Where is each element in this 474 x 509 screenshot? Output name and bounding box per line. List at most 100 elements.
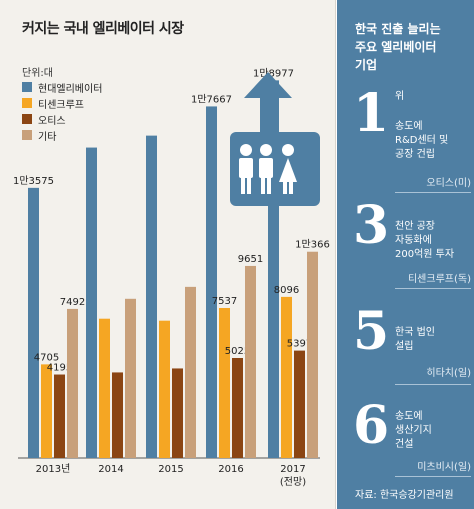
x-tick-label: 2015 (158, 464, 183, 475)
data-label: 5397 (287, 339, 312, 350)
bar-티센크루프 (159, 320, 170, 458)
legend-label: 오티스 (38, 115, 66, 127)
data-label: 1만8977 (253, 67, 294, 79)
bar-오티스 (112, 372, 123, 458)
data-label: 1만7667 (191, 93, 232, 105)
rank-line-text: 생산기지 (395, 425, 432, 436)
rank-description: 천안 공장 자동화에 200억원 투자 (395, 220, 454, 262)
rank-line-text: 천안 공장 (395, 221, 435, 232)
rank-line-text: 한국 법인 (395, 327, 435, 338)
bar-기타 (245, 265, 256, 458)
person-leg-icon (267, 178, 271, 194)
panel-title-line: 주요 엘리베이터 (355, 40, 437, 54)
rank-number: 5 (353, 301, 390, 362)
person-head-icon (260, 144, 272, 156)
legend-label: 티센크루프 (38, 99, 84, 111)
bar-오티스 (232, 358, 243, 458)
rank-line-text: 200억원 투자 (395, 249, 455, 260)
rank-line-text: R&D센터 및 (395, 135, 449, 146)
unit-label: 단위:대 (22, 68, 53, 79)
rank-description: 송도에 생산기지 건설 (395, 410, 432, 452)
bar-현대엘리베이터 (28, 187, 39, 459)
person-body-icon (259, 158, 273, 178)
x-tick-sublabel: (전망) (280, 476, 306, 488)
bar-티센크루프 (99, 318, 110, 458)
data-label: 8096 (274, 285, 299, 296)
rank-number: 6 (353, 395, 390, 456)
rank-description: 한국 법인 설립 (395, 326, 435, 354)
rank-company: 미츠비시(일) (417, 462, 471, 473)
bar-오티스 (294, 350, 305, 458)
chart-title: 커지는 국내 엘리베이터 시장 (22, 21, 184, 37)
rank-company: 히타치(일) (426, 368, 471, 379)
legend-swatch (22, 114, 32, 124)
legend-swatch (22, 98, 32, 108)
bar-오티스 (172, 368, 183, 458)
rank-item-6: 6 송도에 생산기지 건설 미츠비시(일) (347, 400, 471, 480)
rank-item-5: 5 한국 법인 설립 히타치(일) (347, 306, 471, 396)
legend-label: 현대엘리베이터 (38, 83, 103, 95)
panel-title-line: 기업 (355, 58, 378, 72)
data-label: 7492 (60, 297, 85, 308)
data-label: 7537 (212, 296, 237, 307)
divider (395, 192, 471, 193)
data-label: 4195 (47, 363, 72, 374)
source-note: 자료: 한국승강기관리원 (355, 490, 454, 501)
rank-company: 티센크루프(독) (407, 274, 471, 285)
rank-line-text: 송도에 (395, 411, 423, 422)
elevator-up-arrow-icon (244, 72, 292, 136)
person-leg-icon (247, 178, 251, 194)
bar-현대엘리베이터 (86, 147, 97, 458)
bar-현대엘리베이터 (146, 135, 157, 458)
bar-기타 (185, 286, 196, 458)
rank-line-text: 건설 (395, 439, 414, 450)
rank-line-text: 공장 건립 (395, 149, 435, 160)
bar-현대엘리베이터 (206, 106, 217, 458)
x-tick-label: 2016 (218, 464, 243, 475)
rank-suffix: 위 (395, 91, 405, 102)
panel-title-line: 한국 진출 늘리는 (355, 22, 441, 36)
bar-기타 (125, 298, 136, 458)
bar-티센크루프 (41, 364, 52, 458)
rank-company: 오티스(미) (426, 178, 471, 189)
data-label: 1만3575 (13, 175, 54, 187)
person-leg-icon (261, 178, 265, 194)
bar-티센크루프 (219, 308, 230, 458)
bar-티센크루프 (281, 296, 292, 458)
person-body-icon (279, 158, 297, 182)
person-body-icon (239, 158, 253, 178)
legend-item: 오티스 (22, 111, 102, 127)
rank-line-text: 송도에 (395, 121, 423, 132)
legend-label: 기타 (38, 131, 57, 143)
bar-현대엘리베이터 (268, 80, 279, 458)
legend-item: 티센크루프 (22, 95, 102, 111)
divider (395, 476, 471, 477)
legend-item: 기타 (22, 127, 102, 143)
rank-item-3: 3 천안 공장 자동화에 200억원 투자 티센크루프(독) (347, 200, 471, 300)
person-leg-icon (289, 178, 293, 194)
person-head-icon (282, 144, 294, 156)
rank-number: 1 (353, 83, 390, 144)
divider (395, 288, 471, 289)
legend-swatch (22, 130, 32, 140)
rank-number: 3 (353, 195, 390, 256)
people-icon-box (230, 132, 320, 206)
rank-item-1: 1 위 송도에 R&D센터 및 공장 건립 오티스(미) (347, 88, 471, 196)
x-tick-label: 2014 (98, 464, 123, 475)
bar-오티스 (54, 374, 65, 458)
person-head-icon (240, 144, 252, 156)
x-tick-label: 2017 (280, 464, 305, 475)
bar-기타 (307, 251, 318, 458)
data-label: 1만366 (295, 239, 330, 251)
rank-line-text: 자동화에 (395, 235, 432, 246)
rank-description: 송도에 R&D센터 및 공장 건립 (395, 120, 448, 162)
data-label: 9651 (238, 254, 263, 265)
data-label: 5025 (225, 346, 250, 357)
bar-기타 (67, 308, 78, 458)
legend-item: 현대엘리베이터 (22, 79, 102, 95)
person-leg-icon (283, 178, 287, 194)
